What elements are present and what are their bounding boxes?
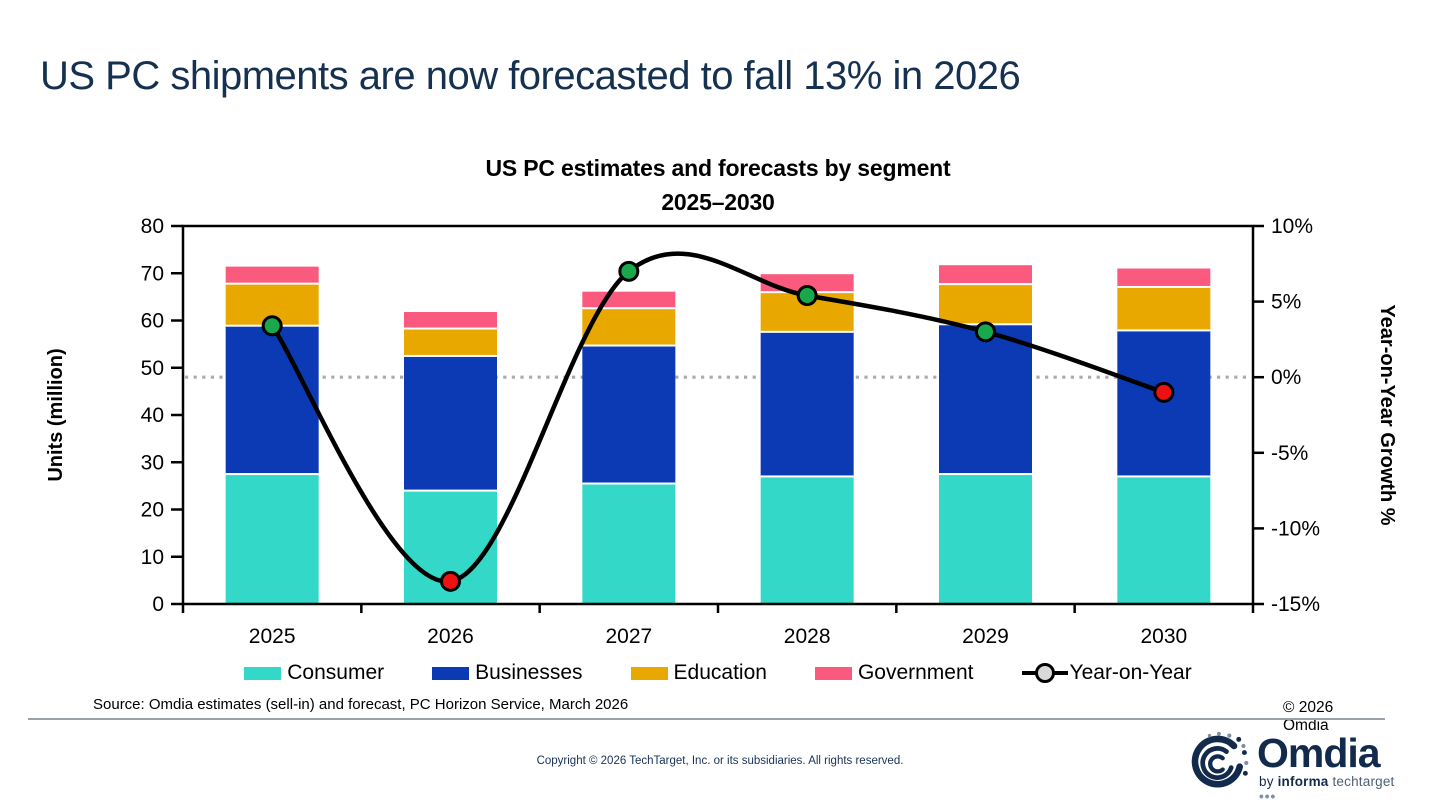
left-tick-label-30: 30 [141, 451, 164, 474]
legend-item-consumer: Consumer [244, 661, 384, 685]
left-tick-label-70: 70 [141, 262, 164, 285]
bar-2027-businesses [582, 345, 676, 484]
segment-separator [225, 473, 319, 476]
bar-2028-consumer [760, 476, 854, 604]
legend-item-year-on-year: Year-on-Year [1021, 661, 1192, 685]
omdia-swirl-icon [1191, 731, 1249, 788]
legend-yoy-marker-icon [1021, 663, 1068, 683]
omdia-copyright: © 2026 Omdia [1283, 699, 1334, 734]
segment-separator [404, 327, 497, 330]
left-tick-label-60: 60 [141, 310, 164, 333]
segment-separator [1117, 329, 1211, 332]
segment-separator [939, 283, 1032, 286]
right-tick-label-10: 10% [1271, 215, 1313, 238]
right-tick-label--15: -15% [1271, 593, 1320, 616]
omdia-logo: Omdia by informa techtarget ••• [1185, 728, 1400, 804]
omdia-logo-wordmark: Omdia [1257, 730, 1381, 776]
legend-item-education: Education [630, 661, 767, 685]
chart-title: US PC estimates and forecasts by segment… [183, 151, 1253, 219]
bar-2029-education [939, 284, 1032, 325]
segment-separator [404, 489, 497, 492]
tagline-dots: ••• [1259, 789, 1277, 804]
category-label-2029: 2029 [962, 625, 1009, 648]
yoy-marker-2027 [618, 260, 640, 282]
segment-separator [582, 482, 676, 485]
tagline-by: by [1259, 774, 1278, 789]
bar-2026-government [404, 311, 497, 329]
segment-separator [1117, 475, 1211, 478]
tagline-informa: informa [1277, 774, 1329, 789]
segment-separator [760, 330, 854, 333]
bar-2025-businesses [225, 325, 319, 475]
omdia-logo-tagline: by informa techtarget ••• [1259, 774, 1400, 804]
bar-2029-government [939, 265, 1032, 285]
right-tick-label--10: -10% [1271, 517, 1320, 540]
chart-title-line2: 2025–2030 [661, 189, 775, 215]
legend-item-government: Government [814, 661, 974, 685]
category-label-2030: 2030 [1140, 625, 1187, 648]
left-tick-label-0: 0 [152, 593, 164, 616]
segment-separator [939, 473, 1032, 476]
bar-2030-education [1117, 286, 1211, 331]
yoy-marker-2028 [796, 285, 818, 307]
legend-swatch-businesses [432, 666, 470, 680]
bar-2030-consumer [1117, 476, 1211, 604]
bar-2025-government [225, 266, 319, 284]
legend-label-education: Education [673, 661, 767, 684]
bar-2028-businesses [760, 331, 854, 477]
bar-2030-government [1117, 268, 1211, 287]
legend-label-consumer: Consumer [287, 661, 385, 684]
yoy-marker-2026 [440, 570, 461, 592]
segment-separator [404, 354, 497, 357]
left-tick-label-80: 80 [141, 215, 164, 238]
legend-swatch-government [814, 666, 852, 680]
legend-label-year-on-year: Year-on-Year [1069, 661, 1192, 684]
yoy-marker-2029 [975, 321, 996, 343]
bar-2030-businesses [1117, 330, 1211, 477]
source-note: Source: Omdia estimates (sell-in) and fo… [93, 696, 629, 713]
left-axis-title: Units (million) [45, 348, 67, 481]
left-tick-label-10: 10 [141, 546, 164, 569]
category-label-2027: 2027 [605, 625, 652, 648]
bar-2029-consumer [939, 474, 1032, 604]
legend-item-businesses: Businesses [432, 661, 583, 685]
left-tick-label-40: 40 [141, 404, 164, 427]
category-label-2025: 2025 [249, 625, 296, 648]
bar-2029-businesses [939, 324, 1032, 475]
plot-frame [181, 224, 1255, 606]
segment-separator [760, 475, 854, 478]
category-label-2026: 2026 [427, 625, 474, 648]
footer-divider [28, 718, 1385, 720]
yoy-marker-2025 [261, 315, 283, 337]
right-tick-label-0: 0% [1271, 366, 1301, 389]
legend-label-government: Government [857, 661, 974, 684]
bar-2025-consumer [225, 474, 319, 604]
segment-separator [582, 344, 676, 347]
segment-separator [225, 282, 319, 285]
right-tick-label-5: 5% [1271, 291, 1301, 314]
right-tick-label--5: -5% [1271, 442, 1308, 465]
legend-label-businesses: Businesses [475, 661, 583, 684]
tagline-techtarget: techtarget [1328, 774, 1395, 789]
chart-legend: Consumer Businesses Education Government Yea… [183, 661, 1253, 685]
page-title: US PC shipments are now forecasted to fa… [40, 54, 1021, 98]
bar-2026-education [404, 328, 497, 356]
bar-2027-consumer [582, 483, 676, 604]
legend-swatch-education [630, 666, 668, 680]
bar-2027-government [582, 291, 676, 309]
right-axis-title: Year-on-Year Growth % [1376, 304, 1398, 525]
segment-separator [582, 307, 676, 310]
techtarget-copyright: Copyright © 2026 TechTarget, Inc. or its… [536, 755, 904, 767]
category-label-2028: 2028 [784, 625, 831, 648]
segment-separator [1117, 285, 1211, 288]
left-tick-label-20: 20 [141, 499, 164, 522]
chart-title-line1: US PC estimates and forecasts by segment [485, 155, 951, 181]
bar-2026-businesses [404, 355, 497, 491]
yoy-marker-2030 [1153, 381, 1175, 403]
legend-swatch-consumer [244, 666, 282, 680]
left-tick-label-50: 50 [141, 357, 164, 380]
